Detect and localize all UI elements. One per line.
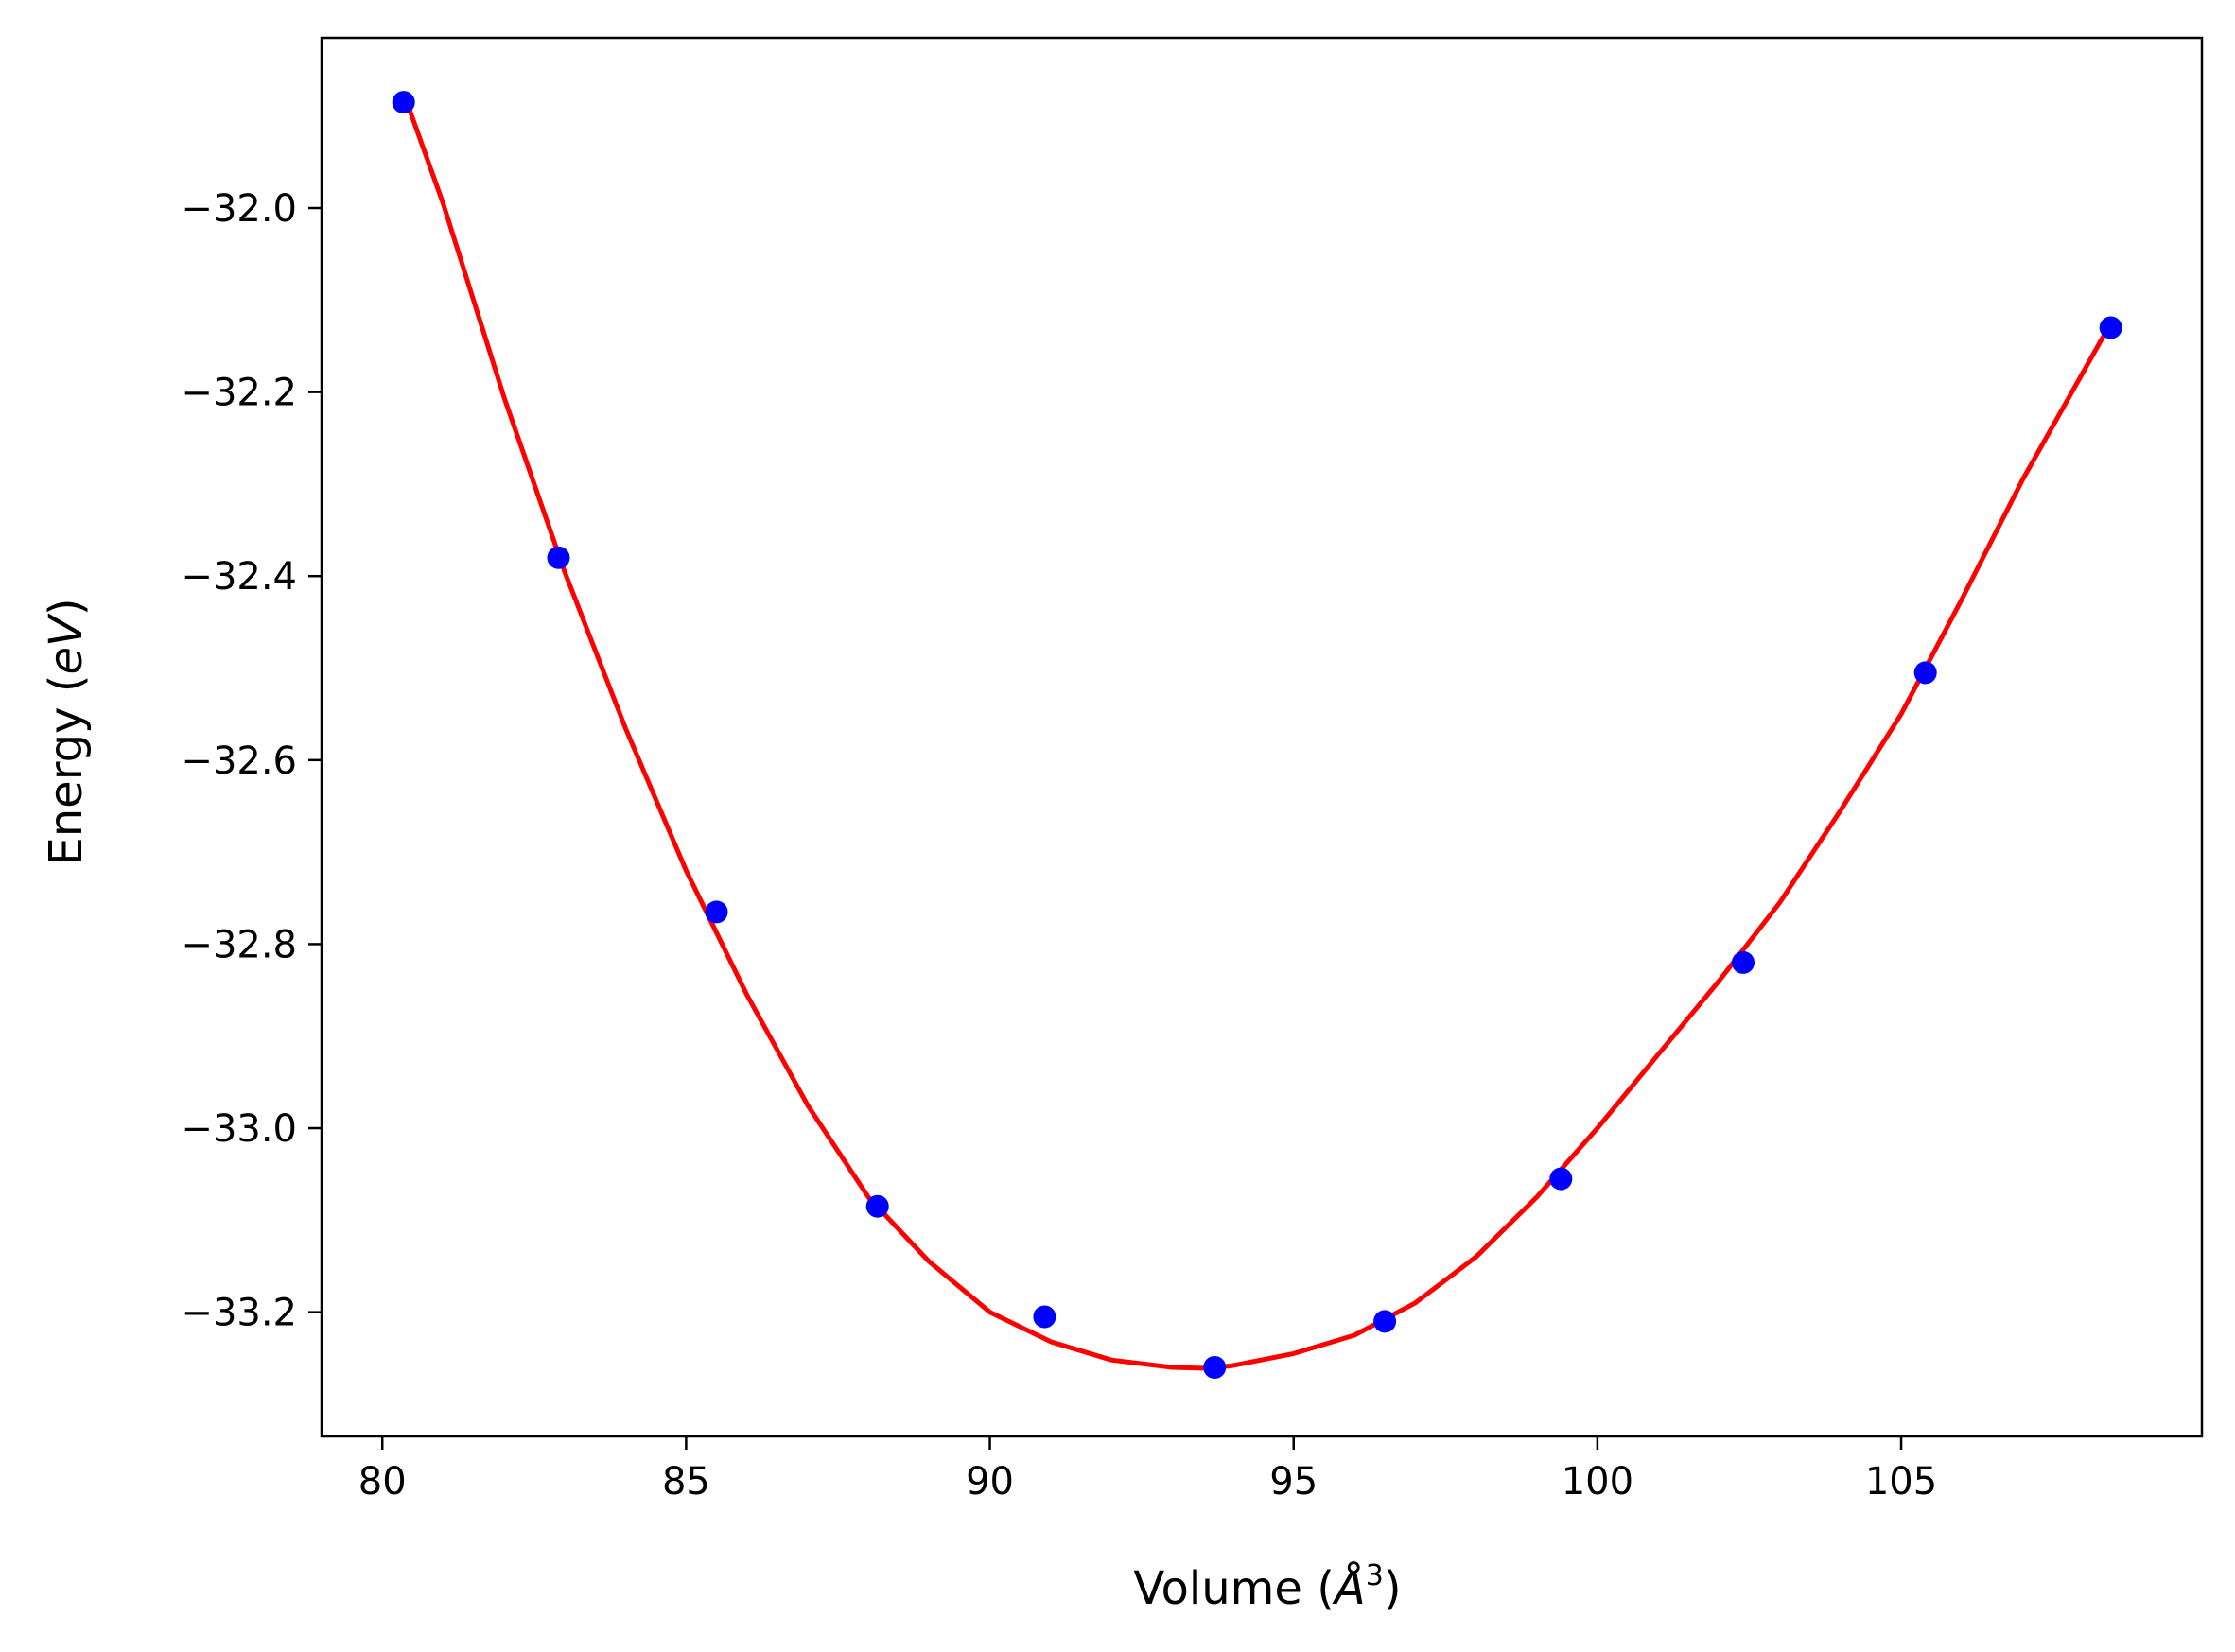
data-point <box>1549 1167 1573 1191</box>
x-tick-label: 95 <box>1269 1460 1318 1504</box>
axes-frame <box>320 36 2204 1438</box>
y-tick-label: −33.2 <box>181 1292 297 1335</box>
data-point <box>1033 1305 1056 1329</box>
y-axis-label-suffix: ) <box>40 598 93 616</box>
data-point <box>1373 1310 1397 1333</box>
y-axis-label-prefix: Energy ( <box>40 675 93 866</box>
x-axis-label-unit: Å <box>1332 1561 1366 1615</box>
x-axis-label-prefix: Volume ( <box>1133 1562 1335 1615</box>
x-tick-label: 100 <box>1562 1460 1633 1504</box>
y-tick-label: −32.0 <box>181 187 297 231</box>
y-axis: −32.0 −32.2 −32.4 −32.6 −32.8 −33.0 −33.2 <box>181 187 322 1335</box>
y-tick-label: −32.8 <box>181 923 297 966</box>
data-point <box>1203 1356 1227 1379</box>
data-point <box>2099 316 2122 339</box>
x-axis-label-suffix: ) <box>1384 1562 1402 1615</box>
x-tick-label: 85 <box>662 1460 710 1504</box>
data-point <box>547 546 570 569</box>
data-point <box>1732 950 1755 974</box>
plot-area <box>392 91 2122 1379</box>
y-tick-label: −32.6 <box>181 739 297 783</box>
x-tick-label: 90 <box>966 1460 1014 1504</box>
y-tick-label: −32.2 <box>181 372 297 415</box>
x-tick-label: 80 <box>358 1460 407 1504</box>
x-axis-label: Volume (Å3) <box>1133 1559 1401 1615</box>
y-tick-label: −32.4 <box>181 555 297 599</box>
data-point <box>1913 661 1937 685</box>
y-axis-label-unit: eV <box>40 613 93 675</box>
data-point <box>392 91 415 114</box>
x-axis-label-exponent: 3 <box>1366 1559 1384 1592</box>
y-axis-label: Energy (eV) <box>40 598 93 865</box>
data-point <box>705 900 728 924</box>
x-axis: 80 85 90 95 100 105 <box>358 1436 1937 1504</box>
data-point <box>865 1194 889 1218</box>
y-tick-label: −33.0 <box>181 1107 297 1151</box>
x-tick-label: 105 <box>1865 1460 1937 1504</box>
